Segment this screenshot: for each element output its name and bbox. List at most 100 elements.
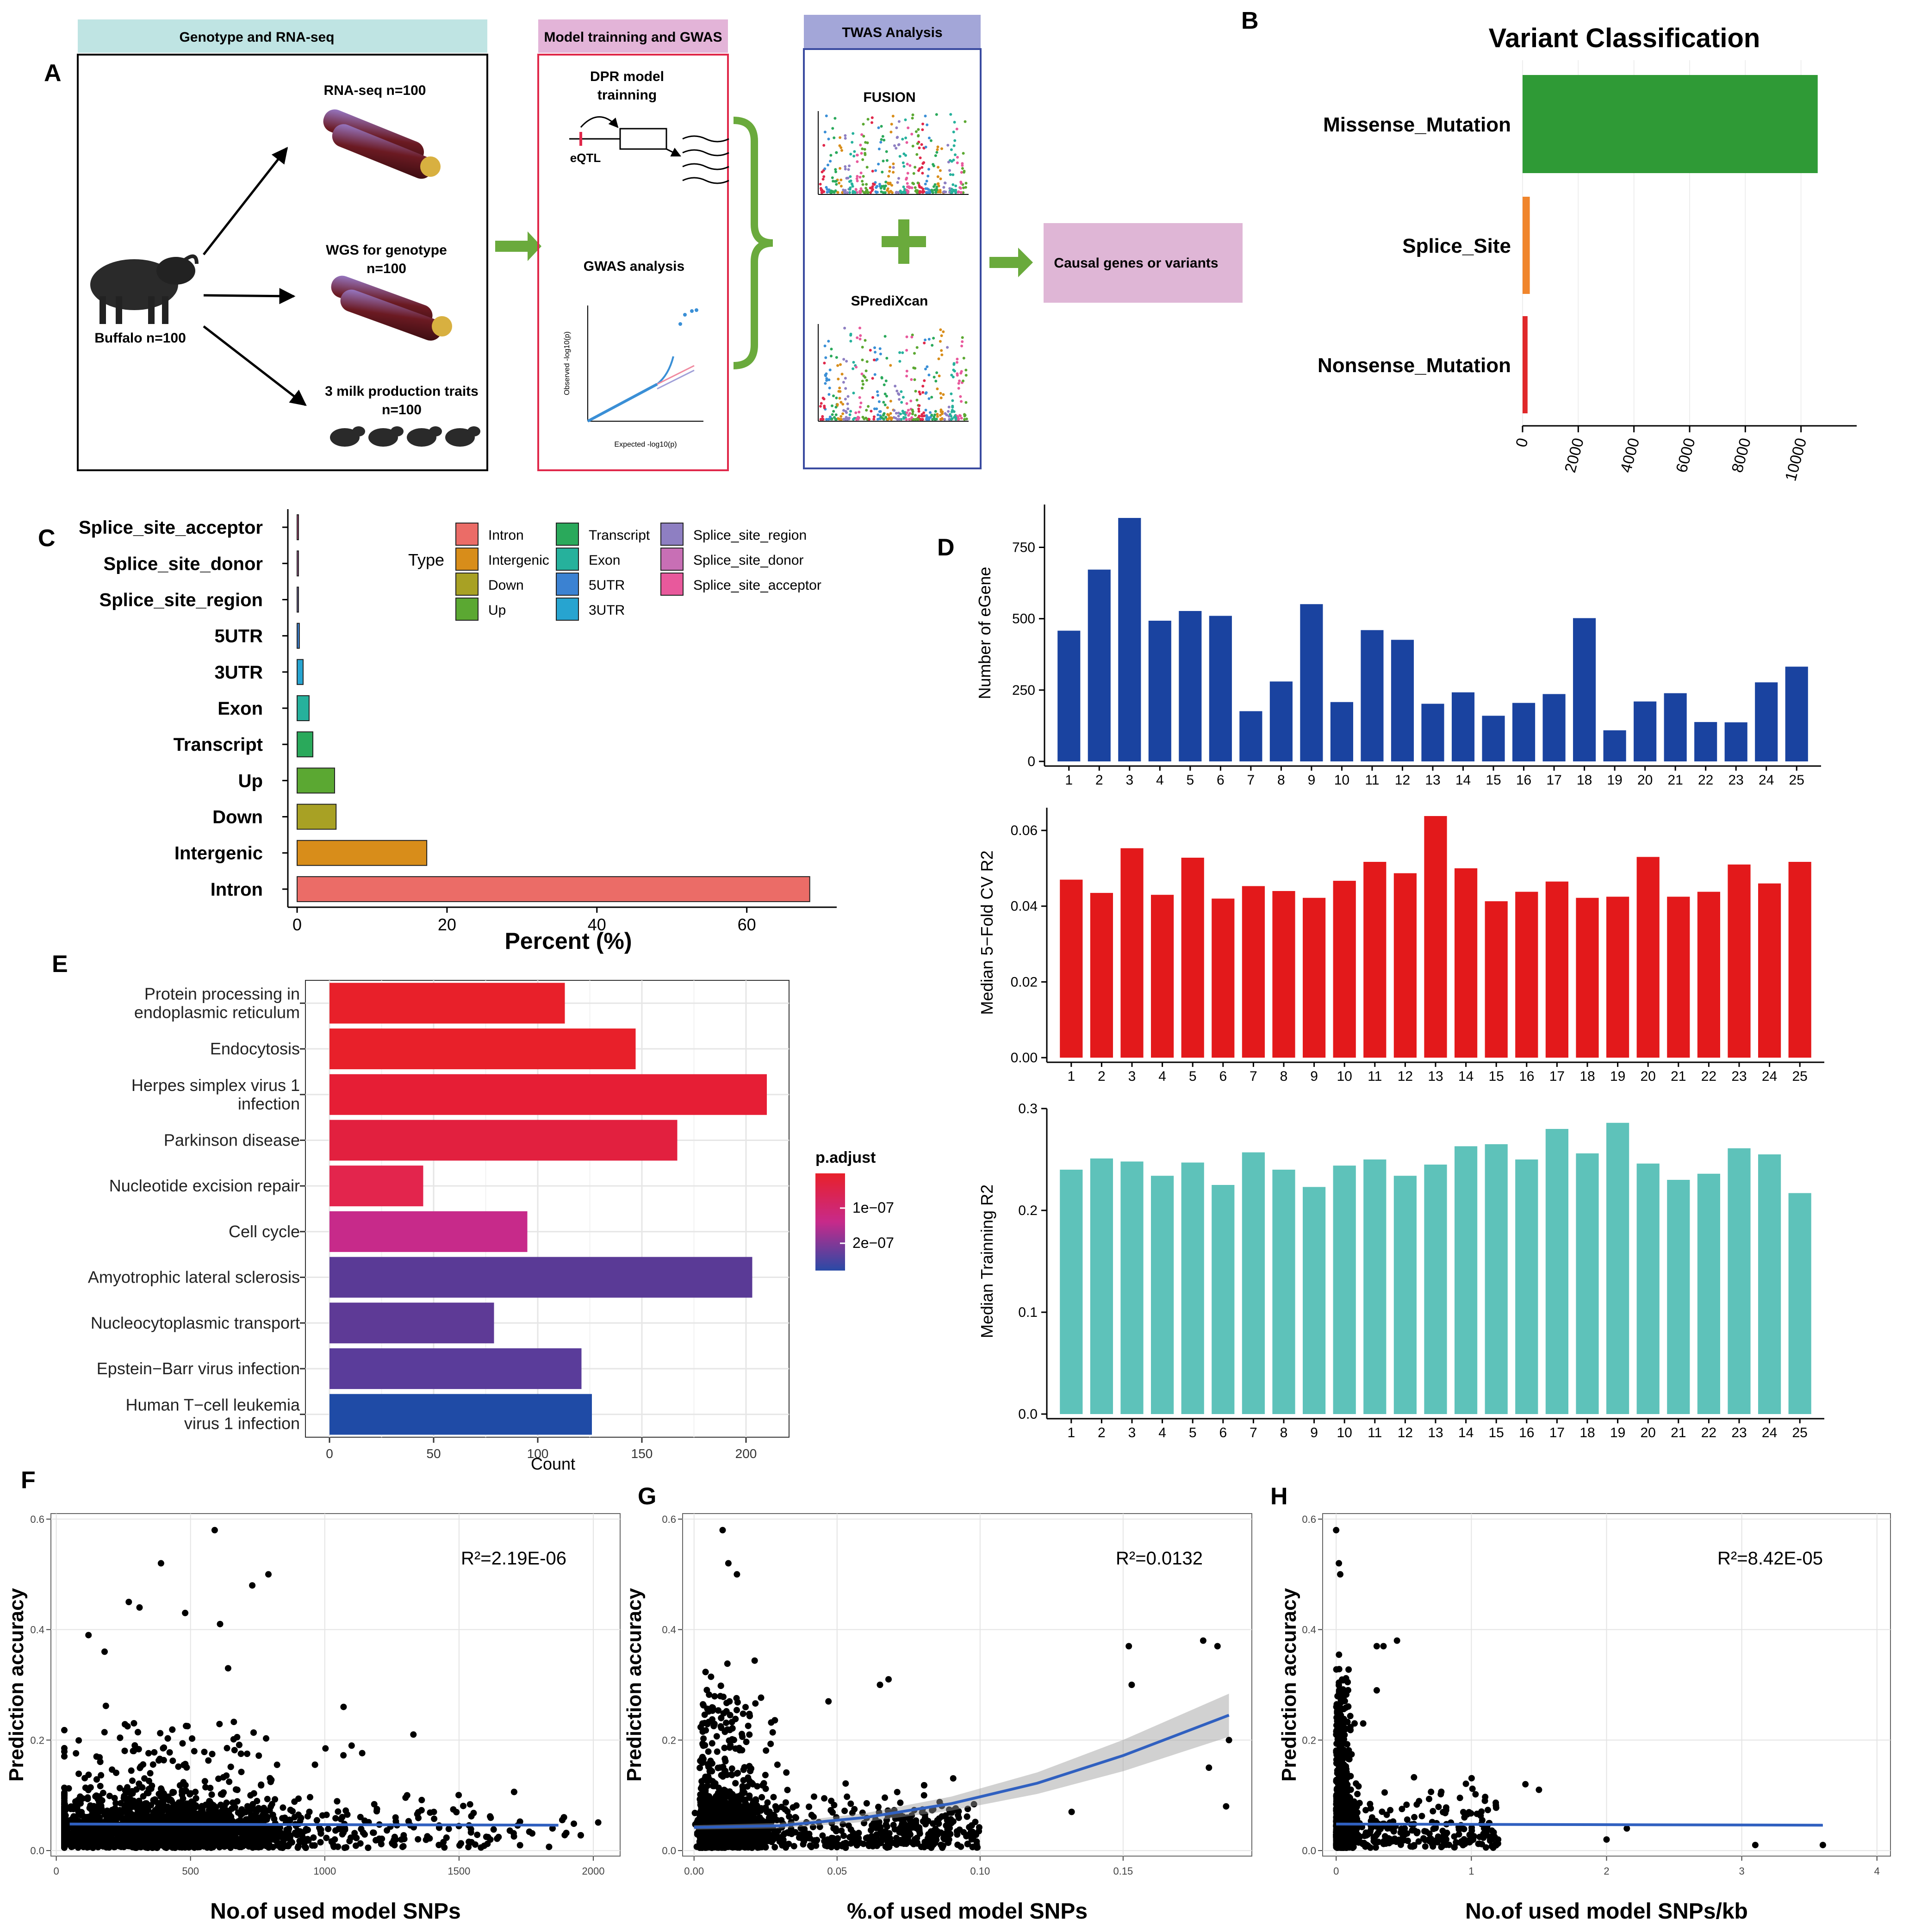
- manhattan-point: [885, 394, 888, 398]
- bar: [1333, 880, 1356, 1058]
- manhattan-point: [933, 375, 936, 379]
- manhattan-point: [920, 166, 924, 169]
- scatter-point: [365, 1845, 372, 1851]
- manhattan-point: [924, 187, 927, 190]
- manhattan-point: [883, 138, 886, 142]
- manhattan-point: [953, 121, 956, 124]
- scatter-point: [234, 1798, 241, 1805]
- manhattan-point: [890, 184, 894, 187]
- manhattan-point: [927, 418, 931, 421]
- manhattan-point: [865, 166, 869, 169]
- manhattan-point: [876, 358, 879, 361]
- tick-label: 21: [1667, 773, 1683, 788]
- panel-label-e: E: [52, 951, 68, 978]
- category-label: Nucleotide excision repair: [109, 1176, 300, 1195]
- tick-label: 19: [1607, 773, 1622, 788]
- manhattan-point: [924, 409, 927, 411]
- tick-label: 25: [1792, 1069, 1808, 1084]
- manhattan-point: [926, 191, 929, 194]
- scatter-point: [340, 1752, 347, 1759]
- manhattan-point: [905, 402, 908, 405]
- manhattan-point: [921, 122, 924, 125]
- manhattan-point: [896, 181, 899, 184]
- manhattan-point: [958, 414, 961, 417]
- tick-label: 13: [1425, 773, 1440, 788]
- plus-icon: [882, 219, 926, 264]
- bar: [1485, 1144, 1508, 1414]
- manhattan-point: [845, 177, 848, 180]
- manhattan-point: [921, 187, 925, 191]
- manhattan-point: [962, 356, 965, 360]
- manhattan-point: [871, 185, 874, 188]
- manhattan-point: [823, 406, 826, 409]
- tick-label: 0.2: [1018, 1203, 1038, 1218]
- brace-icon: [733, 117, 773, 369]
- scatter-point: [317, 1839, 324, 1846]
- bar: [297, 767, 335, 794]
- manhattan-point: [883, 191, 887, 194]
- manhattan-point: [844, 189, 847, 192]
- tick-label: 6000: [1673, 436, 1698, 474]
- manhattan-point: [939, 189, 942, 192]
- manhattan-point: [835, 396, 838, 399]
- bar: [1090, 1158, 1113, 1414]
- scatter-point: [955, 1814, 962, 1821]
- manhattan-point: [826, 188, 829, 191]
- manhattan-point: [894, 385, 897, 388]
- manhattan-point: [871, 396, 874, 399]
- y-axis-title: Number of eGene: [975, 567, 994, 699]
- tick-label: 24: [1759, 773, 1774, 788]
- manhattan-point: [861, 158, 864, 161]
- bar: [1515, 1159, 1538, 1414]
- manhattan-point: [910, 416, 914, 419]
- bar: [1606, 897, 1629, 1058]
- tick-label: 0.06: [1011, 823, 1038, 838]
- twas-header: [804, 15, 981, 48]
- tick-label: 20: [1641, 1069, 1656, 1084]
- manhattan-point: [844, 137, 847, 140]
- manhattan-point: [942, 330, 945, 333]
- manhattan-point: [846, 402, 849, 405]
- manhattan-point: [902, 165, 906, 168]
- scatter-point: [252, 1816, 259, 1823]
- manhattan-point: [849, 410, 852, 413]
- scatter-point: [250, 1790, 257, 1797]
- manhattan-point: [858, 326, 861, 330]
- buffalo-herd-icon: [330, 426, 480, 447]
- tick-label: 11: [1365, 773, 1379, 788]
- scatter-point: [286, 1832, 293, 1839]
- scatter-point: [96, 1754, 103, 1761]
- manhattan-point: [935, 371, 939, 374]
- scatter-point: [353, 1834, 360, 1841]
- scatter-point: [112, 1805, 118, 1812]
- scatter-point: [98, 1772, 105, 1779]
- scatter-point: [260, 1826, 267, 1833]
- bar: [1181, 1162, 1204, 1414]
- manhattan-point: [911, 412, 914, 416]
- legend-label: Splice_site_region: [693, 528, 807, 543]
- scatter-point: [487, 1814, 494, 1821]
- legend-label: Up: [488, 603, 506, 618]
- legend-tick-label: 2e−07: [852, 1234, 894, 1251]
- scatter-point: [168, 1813, 175, 1820]
- scatter-point: [182, 1609, 189, 1616]
- manhattan-point: [931, 418, 934, 421]
- bar: [1393, 873, 1417, 1058]
- manhattan-point: [906, 182, 909, 185]
- manhattan-point: [849, 153, 852, 156]
- tick-label: 750: [1012, 540, 1035, 555]
- manhattan-point: [945, 413, 948, 417]
- manhattan-point: [942, 186, 945, 189]
- bar: [330, 1120, 678, 1161]
- manhattan-point: [906, 162, 909, 166]
- scatter-point: [280, 1804, 286, 1811]
- legend-swatch: [556, 598, 579, 621]
- bar: [1421, 704, 1444, 761]
- scatter-point: [244, 1803, 251, 1810]
- scatter-point: [193, 1839, 200, 1846]
- tick-label: 0.0: [662, 1845, 676, 1857]
- scatter-point: [125, 1599, 132, 1605]
- legend-title: Type: [408, 550, 444, 569]
- manhattan-point: [961, 164, 964, 167]
- manhattan-point: [823, 361, 826, 365]
